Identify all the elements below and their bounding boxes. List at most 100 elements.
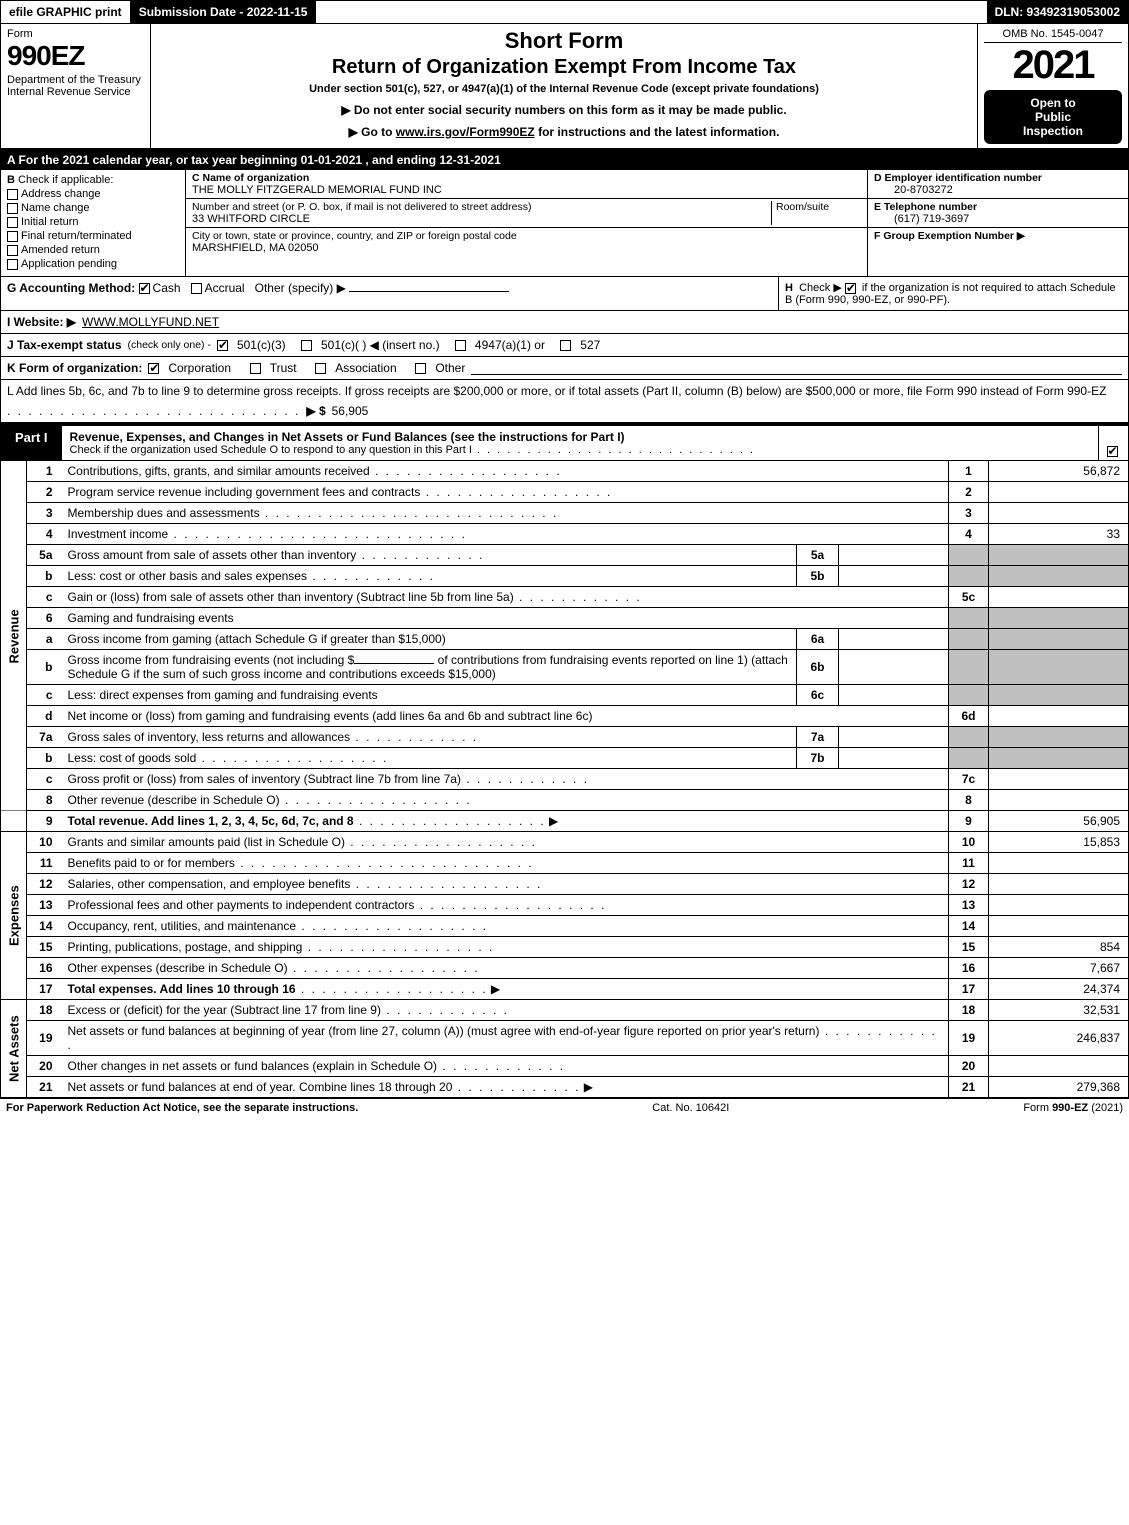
dots-icon [296, 982, 488, 996]
chk-initial-return[interactable] [7, 217, 18, 228]
dots-icon [414, 898, 606, 912]
top-bar: efile GRAPHIC print Submission Date - 20… [0, 0, 1129, 24]
form-header: Form 990EZ Department of the Treasury In… [0, 24, 1129, 150]
chk-amended-return[interactable] [7, 245, 18, 256]
line-7a: 7a Gross sales of inventory, less return… [1, 727, 1129, 748]
website-value[interactable]: WWW.MOLLYFUND.NET [82, 315, 219, 329]
line-6b: b Gross income from fundraising events (… [1, 650, 1129, 685]
l6c-num: c [27, 685, 63, 706]
return-title: Return of Organization Exempt From Incom… [159, 56, 969, 79]
tax-year: 2021 [984, 43, 1122, 88]
chk-schedule-o-used[interactable] [1107, 446, 1118, 457]
chk-application-pending[interactable] [7, 259, 18, 270]
h-label: H [785, 282, 793, 294]
line-7b: b Less: cost of goods sold 7b [1, 748, 1129, 769]
l7c-num: c [27, 769, 63, 790]
g-accrual-label: Accrual [205, 281, 245, 295]
k-assoc: Association [335, 361, 396, 375]
chk-4947a1[interactable] [455, 340, 466, 351]
l12-ref: 12 [949, 874, 989, 895]
l12-val [989, 874, 1129, 895]
l9-ref: 9 [949, 811, 989, 832]
column-de: D Employer identification number 20-8703… [868, 170, 1128, 276]
chk-501c3[interactable] [217, 340, 228, 351]
l7a-inner: 7a [797, 727, 839, 748]
row-l: L Add lines 5b, 6c, and 7b to line 9 to … [0, 380, 1129, 424]
l9-val: 56,905 [989, 811, 1129, 832]
l7b-inner: 7b [797, 748, 839, 769]
l19-desc: Net assets or fund balances at beginning… [68, 1024, 820, 1038]
chk-address-change[interactable] [7, 189, 18, 200]
dots-icon [437, 1059, 565, 1073]
part-i-title-text: Revenue, Expenses, and Changes in Net As… [70, 430, 625, 444]
l6a-desc: Gross income from gaming (attach Schedul… [68, 632, 446, 646]
l6d-ref: 6d [949, 706, 989, 727]
l1-ref: 1 [949, 461, 989, 482]
l21-ref: 21 [949, 1077, 989, 1098]
submission-date: Submission Date - 2022-11-15 [131, 1, 317, 23]
l11-val [989, 853, 1129, 874]
dots-icon [307, 569, 435, 583]
header-left: Form 990EZ Department of the Treasury In… [1, 24, 151, 148]
line-5b: b Less: cost or other basis and sales ex… [1, 566, 1129, 587]
l6-desc: Gaming and fundraising events [63, 608, 949, 629]
dots-icon [168, 527, 467, 541]
line-6c: c Less: direct expenses from gaming and … [1, 685, 1129, 706]
chk-final-return[interactable] [7, 231, 18, 242]
l3-val [989, 503, 1129, 524]
line-6a: a Gross income from gaming (attach Sched… [1, 629, 1129, 650]
dots-icon [514, 590, 642, 604]
f-group-exempt-label: F Group Exemption Number ▶ [874, 230, 1122, 242]
k-trust: Trust [270, 361, 297, 375]
l17-val: 24,374 [989, 979, 1129, 1000]
efile-print-label[interactable]: efile GRAPHIC print [1, 1, 131, 23]
j-label: J Tax-exempt status [7, 338, 122, 352]
footer-mid: Cat. No. 10642I [358, 1102, 1023, 1114]
chk-association[interactable] [315, 363, 326, 374]
chk-accrual[interactable] [191, 283, 202, 294]
chk-corporation[interactable] [148, 363, 159, 374]
ein-value: 20-8703272 [874, 184, 1122, 196]
open-to-public-box: Open to Public Inspection [984, 90, 1122, 144]
chk-other-org[interactable] [415, 363, 426, 374]
dln-number: DLN: 93492319053002 [987, 1, 1128, 23]
col-b-label: Check if applicable: [18, 174, 113, 186]
dots-icon [7, 404, 300, 418]
l6b-desc-pre: Gross income from fundraising events (no… [68, 653, 355, 667]
part-i-subtitle: Check if the organization used Schedule … [70, 444, 1090, 456]
arrow-icon [488, 982, 501, 996]
chk-501c[interactable] [301, 340, 312, 351]
l4-ref: 4 [949, 524, 989, 545]
l4-val: 33 [989, 524, 1129, 545]
row-i: I Website: ▶ WWW.MOLLYFUND.NET [0, 311, 1129, 334]
g-label: G Accounting Method: [7, 281, 135, 295]
dots-icon [296, 919, 488, 933]
l6c-desc: Less: direct expenses from gaming and fu… [68, 688, 378, 702]
l-amount: 56,905 [332, 404, 369, 418]
header-right: OMB No. 1545-0047 2021 Open to Public In… [978, 24, 1128, 148]
chk-cash[interactable] [139, 283, 150, 294]
l4-desc: Investment income [68, 527, 169, 541]
l14-desc: Occupancy, rent, utilities, and maintena… [68, 919, 297, 933]
revenue-sidelabel: Revenue [1, 461, 27, 811]
irs-form-link[interactable]: www.irs.gov/Form990EZ [396, 125, 535, 139]
chk-schedule-b-not-required[interactable] [845, 283, 856, 294]
l8-desc: Other revenue (describe in Schedule O) [68, 793, 280, 807]
l10-desc: Grants and similar amounts paid (list in… [68, 835, 345, 849]
chk-527[interactable] [560, 340, 571, 351]
l17-desc: Total expenses. Add lines 10 through 16 [68, 982, 296, 996]
g-cash-label: Cash [153, 281, 181, 295]
line-19: 19 Net assets or fund balances at beginn… [1, 1021, 1129, 1056]
l10-num: 10 [27, 832, 63, 853]
l12-num: 12 [27, 874, 63, 895]
arrow-icon [546, 814, 559, 828]
chk-amended-return-label: Amended return [21, 244, 100, 256]
l2-num: 2 [27, 482, 63, 503]
line-21: 21 Net assets or fund balances at end of… [1, 1077, 1129, 1098]
l9-desc: Total revenue. Add lines 1, 2, 3, 4, 5c,… [68, 814, 354, 828]
line-14: 14 Occupancy, rent, utilities, and maint… [1, 916, 1129, 937]
chk-name-change[interactable] [7, 203, 18, 214]
header-center: Short Form Return of Organization Exempt… [151, 24, 978, 148]
chk-trust[interactable] [250, 363, 261, 374]
l6c-inner: 6c [797, 685, 839, 706]
